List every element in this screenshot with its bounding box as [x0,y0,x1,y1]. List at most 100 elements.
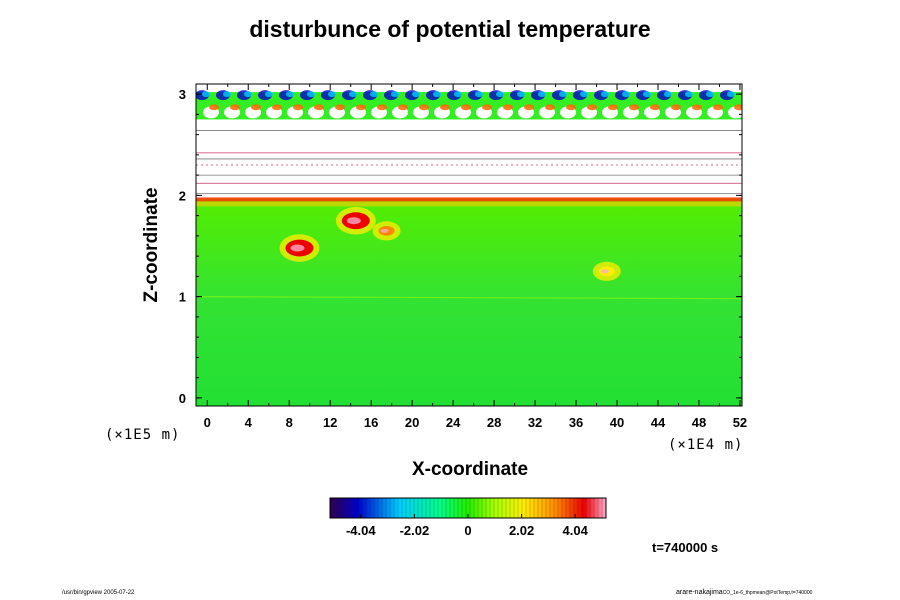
cold-cell [412,91,420,98]
warm-cell [293,104,303,111]
warm-anomaly-core [600,269,609,274]
warm-cell [461,104,471,111]
cold-cell [433,91,441,98]
cold-cell [265,91,273,98]
cold-cell [643,91,651,98]
cold-cell [664,91,672,98]
cold-cell [328,91,336,98]
cold-cell [496,91,504,98]
warm-cell [566,104,576,111]
z-axis-unit: (×1E5 m) [105,427,181,443]
x-tick-label: 12 [323,415,337,430]
warm-cell [356,104,366,111]
x-tick-label: 40 [610,415,624,430]
heatmap-texture [196,90,742,300]
colorbar-tick-label: -2.02 [400,523,430,538]
plot-frame [195,83,743,407]
chart-title: disturbunce of potential temperature [249,16,651,42]
warm-cell [503,104,513,111]
colorbar-tick-label: 2.02 [509,523,534,538]
cold-cell [286,91,294,98]
cold-cell [706,91,714,98]
y-axis: 0 1 2 3 [179,87,742,406]
contour-line [196,296,742,300]
footer-right: arare-nakajimaCO_1e-6_thpmean@PotTemp,t=… [676,589,812,596]
gradient-band [196,197,742,202]
warm-cell [671,104,681,111]
gradient-band [196,201,742,207]
warm-cell [650,104,660,111]
cold-cell [601,91,609,98]
x-tick-label: 44 [651,415,666,430]
warm-cell [251,104,261,111]
cold-cell [370,91,378,98]
x-tick-label: 4 [245,415,253,430]
warm-anomaly-core [290,244,305,252]
cold-cell [391,91,399,98]
y-tick-label: 0 [179,391,186,406]
x-tick-label: 48 [692,415,706,430]
cold-cell [538,91,546,98]
warm-cell [398,104,408,111]
x-tick-label: 36 [569,415,583,430]
y-axis-label: Z-coordinate [141,187,162,303]
colorbar-stripes [333,498,603,518]
warm-cell [482,104,492,111]
heatmap-lower-layer [196,198,742,406]
heatmap-anomalies [279,206,621,281]
warm-cell [734,104,742,111]
warm-cell [419,104,429,111]
x-tick-label: 8 [286,415,293,430]
cold-cell [580,91,588,98]
warm-cell [587,104,597,111]
cold-cell [727,91,735,98]
x-axis-label: X-coordinate [411,459,529,480]
time-label: t=740000 s [652,540,719,555]
colorbar-ticks: -4.04 -2.02 0 2.02 4.04 [346,514,589,538]
x-tick-label: 32 [528,415,542,430]
cold-cell [307,91,315,98]
x-tick-label: 16 [364,415,378,430]
footer-right-sub: CO_1e-6_thpmean@PotTemp,t=740000 [722,590,813,596]
warm-cell [524,104,534,111]
cold-cell [202,91,210,98]
warm-cell [209,104,219,111]
cold-cell [349,91,357,98]
warm-cell [440,104,450,111]
footer-right-main: arare-nakajima [676,589,723,596]
warm-cell [608,104,618,111]
cold-cell [517,91,525,98]
warm-anomaly-core [380,228,389,233]
y-tick-label: 2 [179,188,186,203]
cold-cell [454,91,462,98]
warm-cell [545,104,555,111]
x-tick-label: 24 [446,415,461,430]
y-tick-label: 3 [179,87,186,102]
footer-left: /usr/bin/gpview 2005-07-22 [62,590,135,596]
x-tick-label: 0 [204,415,211,430]
warm-cell [713,104,723,111]
warm-anomaly-core [346,217,361,225]
cold-cell [622,91,630,98]
x-tick-label: 52 [733,415,747,430]
y-tick-label: 1 [179,290,186,305]
cold-cell [475,91,483,98]
warm-cell [629,104,639,111]
colorbar-tick-label: 4.04 [563,523,589,538]
cold-cell [685,91,693,98]
warm-cell [377,104,387,111]
colorbar-tick-label: 0 [464,523,471,538]
warm-cell [692,104,702,111]
warm-cell [272,104,282,111]
cold-cell [244,91,252,98]
cold-cell [223,91,231,98]
x-tick-label: 20 [405,415,419,430]
x-tick-label: 28 [487,415,501,430]
x-axis: 0 4 8 12 16 20 24 28 32 36 40 44 48 52 [204,84,747,430]
x-axis-unit: (×1E4 m) [668,437,744,453]
warm-cell [335,104,345,111]
colorbar-tick-label: -4.04 [346,523,376,538]
warm-cell [230,104,240,111]
cold-cell [559,91,567,98]
